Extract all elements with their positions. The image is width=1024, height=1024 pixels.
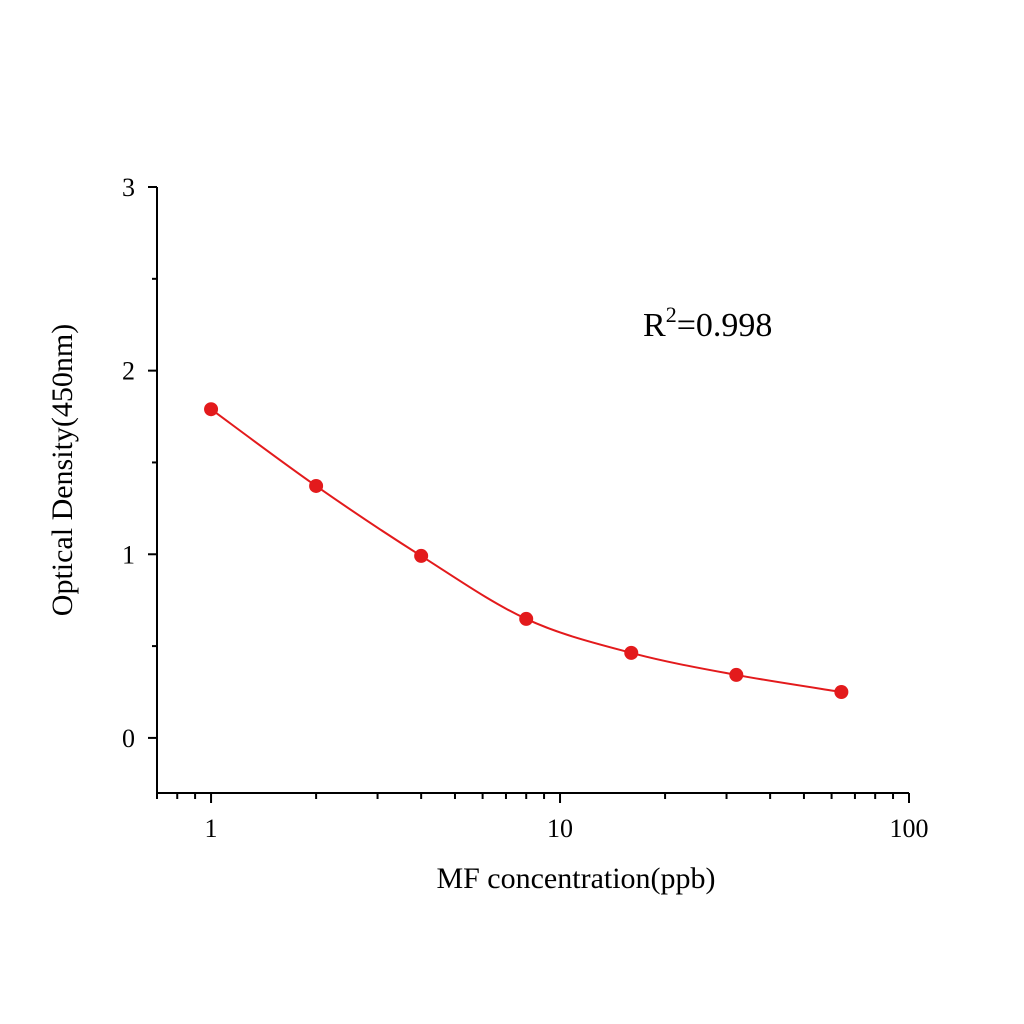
y-axis-label: Optical Density(450nm)	[46, 324, 79, 616]
data-point	[729, 667, 744, 682]
y-tick-label: 2	[122, 357, 135, 386]
y-tick-label: 3	[122, 173, 135, 202]
fit-curve	[210, 408, 842, 693]
x-axis-label: MF concentration(ppb)	[436, 862, 715, 895]
y-tick-label: 1	[122, 540, 135, 569]
data-point	[834, 685, 849, 699]
r-squared-annotation: R2=0.998	[643, 302, 772, 344]
data-point	[309, 478, 324, 493]
x-tick-label: 10	[547, 814, 573, 843]
y-tick-label: 0	[122, 724, 135, 753]
data-point	[204, 402, 219, 417]
data-point	[519, 611, 534, 626]
data-point	[624, 645, 639, 660]
x-tick-label: 100	[890, 814, 929, 843]
data-point	[414, 548, 429, 563]
x-tick-label: 1	[205, 814, 218, 843]
